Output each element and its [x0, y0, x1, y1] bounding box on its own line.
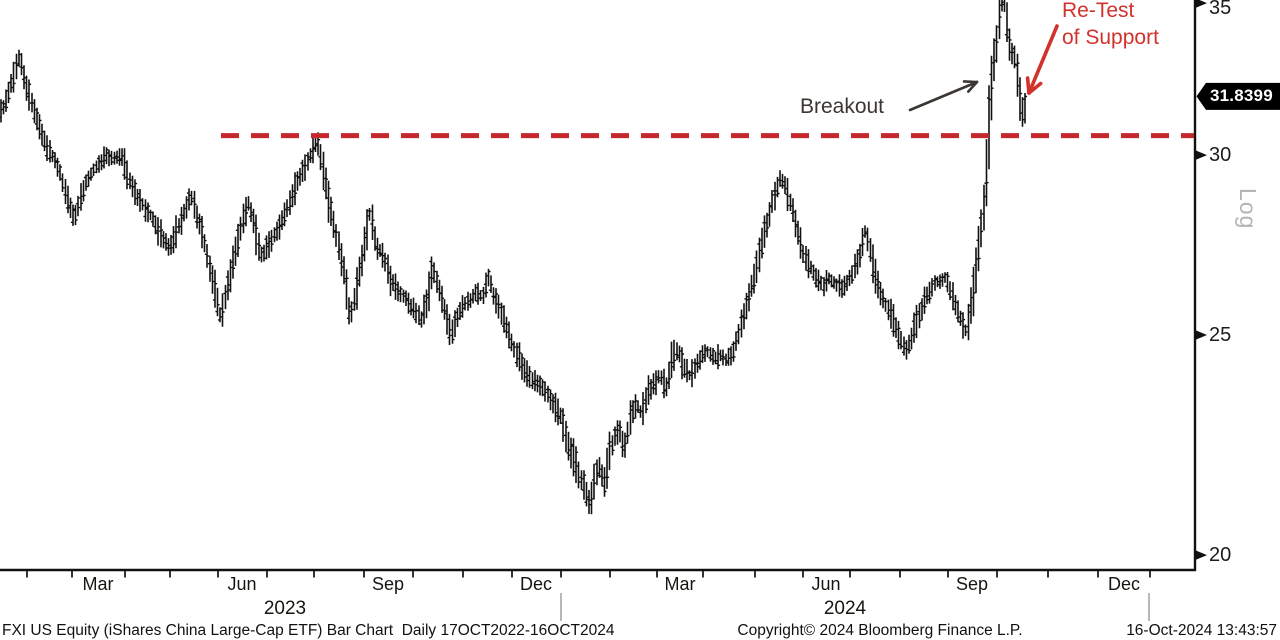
footer-copyright: Copyright© 2024 Bloomberg Finance L.P. — [737, 622, 1023, 639]
x-axis-year-label: 2023 — [263, 598, 307, 619]
x-axis-month-label: Mar — [82, 574, 114, 594]
x-axis-month-label: Jun — [227, 574, 257, 594]
breakout-arrow — [908, 80, 979, 112]
last-price-label: 31.8399 — [1210, 86, 1273, 106]
x-axis-month-label: Sep — [371, 574, 405, 594]
retest-annotation-line1: Re-Test — [1062, 0, 1135, 22]
footer-security-description: FXI US Equity (iShares China Large-Cap E… — [2, 622, 615, 639]
breakout-arrow-head — [966, 80, 979, 93]
log-scale-label: Log — [1235, 188, 1261, 230]
x-axis-year-label: 2024 — [823, 598, 867, 619]
x-axis-month-label: Mar — [664, 574, 696, 594]
retest-annotation-line2: of Support — [1062, 26, 1159, 49]
retest-arrow-head — [1027, 81, 1043, 95]
y-axis-tick-arrow — [1195, 550, 1207, 561]
y-axis-tick-arrow — [1195, 0, 1207, 9]
y-axis-tick-arrow — [1195, 150, 1207, 161]
x-axis-month-label: Jun — [811, 574, 841, 594]
x-axis-month-label: Dec — [519, 574, 553, 594]
y-axis-tick-label: 25 — [1209, 323, 1232, 346]
footer-timestamp: 16-Oct-2024 13:43:57 — [1126, 622, 1277, 639]
retest-arrow-head — [1025, 76, 1031, 95]
y-axis-tick-label: 30 — [1209, 144, 1232, 167]
breakout-annotation: Breakout — [799, 95, 885, 118]
retest-annotation: Re-Test of Support — [1062, 0, 1159, 51]
y-axis-tick-arrow — [1195, 329, 1207, 340]
last-price-tag — [1196, 82, 1280, 110]
x-axis-month-label: Dec — [1107, 574, 1141, 594]
ohlc-bars — [0, 0, 1026, 515]
y-axis-tick-label: 35 — [1209, 0, 1232, 19]
retest-arrow — [1027, 24, 1059, 95]
x-axis-month-label: Sep — [955, 574, 989, 594]
ohlc-open-close-ticks — [0, 1, 1028, 506]
breakout-arrow-head — [962, 80, 979, 84]
y-axis-tick-label: 20 — [1209, 544, 1232, 567]
